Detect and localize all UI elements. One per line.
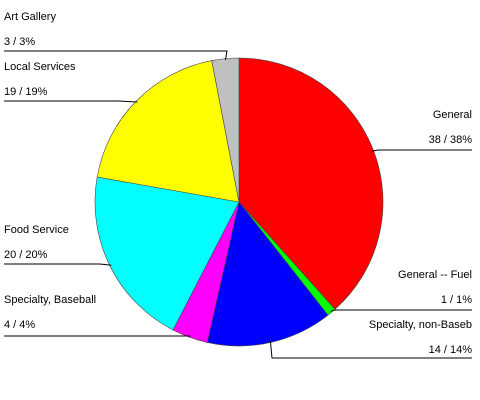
slice-label: Specialty, non-Baseb <box>369 319 472 331</box>
pie-labels: General 38 / 38% General -- Fuel 1 / 1% Spec… <box>4 11 473 359</box>
slice-value-label: 4 / 4% <box>4 319 35 331</box>
slice-value-label: 19 / 19% <box>4 86 48 98</box>
slice-label: General <box>433 109 472 121</box>
slice-label: Art Gallery <box>4 11 56 23</box>
pie-slice-local-services <box>96 60 240 203</box>
leader-line <box>4 100 138 103</box>
slice-value-label: 38 / 38% <box>429 134 473 146</box>
leader-line <box>330 309 472 312</box>
slice-value-label: 1 / 1% <box>441 294 472 306</box>
leader-line <box>4 50 228 61</box>
slice-value-label: 14 / 14% <box>429 344 473 356</box>
slice-label: Specialty, Baseball <box>4 294 96 306</box>
slice-label: General -- Fuel <box>398 269 472 281</box>
pie-slice-food-service <box>94 176 240 331</box>
slice-value-label: 20 / 20% <box>4 249 48 261</box>
slice-value-label: 3 / 3% <box>4 36 35 48</box>
pie-slices <box>94 57 384 347</box>
leader-line <box>372 149 472 152</box>
leader-line <box>269 341 472 359</box>
leader-line <box>4 263 112 266</box>
slice-label: Food Service <box>4 224 69 236</box>
slice-label: Local Services <box>4 61 76 73</box>
